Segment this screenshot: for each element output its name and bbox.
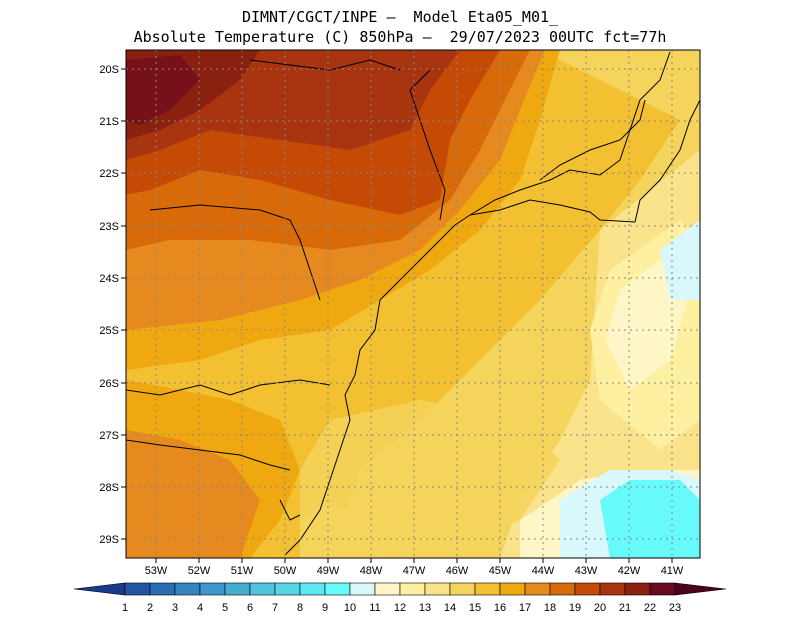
colorbar-swatch bbox=[674, 582, 727, 596]
lat-label: 29S bbox=[99, 534, 119, 546]
colorbar-label: 7 bbox=[272, 602, 278, 614]
colorbar-swatch bbox=[524, 582, 551, 596]
colorbar-swatch bbox=[124, 582, 151, 596]
colorbar-label: 10 bbox=[344, 602, 356, 614]
colorbar-swatch bbox=[499, 582, 526, 596]
lat-label: 21S bbox=[99, 116, 119, 128]
colorbar-label: 22 bbox=[644, 602, 656, 614]
colorbar-label: 16 bbox=[494, 602, 506, 614]
colorbar-swatch bbox=[349, 582, 376, 596]
colorbar-swatch bbox=[199, 582, 226, 596]
lat-label: 27S bbox=[99, 430, 119, 442]
colorbar bbox=[73, 582, 727, 596]
colorbar-label: 2 bbox=[147, 602, 153, 614]
lat-label: 26S bbox=[99, 378, 119, 390]
colorbar-swatch bbox=[549, 582, 576, 596]
colorbar-swatch bbox=[274, 582, 301, 596]
lon-label: 46W bbox=[446, 565, 469, 577]
colorbar-label: 19 bbox=[569, 602, 581, 614]
plot-frame bbox=[125, 49, 701, 559]
temperature-field bbox=[126, 50, 700, 558]
axis-ticks bbox=[121, 68, 673, 563]
lon-label: 52W bbox=[188, 565, 211, 577]
lon-label: 42W bbox=[618, 565, 641, 577]
colorbar-labels: 1 2 3 4 5 6 7 8 9 10 11 12 13 14 15 16 17 18 19 20 21 22 23 bbox=[122, 602, 681, 614]
lon-label: 50W bbox=[274, 565, 297, 577]
colorbar-label: 12 bbox=[394, 602, 406, 614]
colorbar-swatch bbox=[224, 582, 251, 596]
colorbar-label: 14 bbox=[444, 602, 456, 614]
colorbar-label: 18 bbox=[544, 602, 556, 614]
colorbar-swatch bbox=[73, 582, 126, 596]
colorbar-swatch bbox=[149, 582, 176, 596]
lon-label: 49W bbox=[317, 565, 340, 577]
map-title-line2: Absolute Temperature (C) 850hPa – 29/07/… bbox=[133, 28, 667, 46]
colorbar-swatch bbox=[399, 582, 426, 596]
coastline-borders bbox=[126, 51, 700, 556]
lat-label: 20S bbox=[99, 64, 119, 76]
colorbar-label: 9 bbox=[322, 602, 328, 614]
colorbar-label: 8 bbox=[297, 602, 303, 614]
colorbar-swatch bbox=[374, 582, 401, 596]
colorbar-label: 5 bbox=[222, 602, 228, 614]
colorbar-swatch bbox=[624, 582, 651, 596]
colorbar-label: 6 bbox=[247, 602, 253, 614]
colorbar-swatch bbox=[249, 582, 276, 596]
lon-label: 48W bbox=[360, 565, 383, 577]
colorbar-swatch bbox=[649, 582, 676, 596]
colorbar-label: 3 bbox=[172, 602, 178, 614]
graticule bbox=[126, 50, 700, 558]
lat-label: 22S bbox=[99, 168, 119, 180]
lon-label: 41W bbox=[661, 565, 684, 577]
colorbar-swatch bbox=[449, 582, 476, 596]
lon-label: 45W bbox=[489, 565, 512, 577]
map-title-line1: DIMNT/CGCT/INPE – Model Eta05_M01_ bbox=[241, 8, 559, 26]
colorbar-swatch bbox=[599, 582, 626, 596]
colorbar-label: 13 bbox=[419, 602, 431, 614]
colorbar-label: 21 bbox=[619, 602, 631, 614]
colorbar-label: 11 bbox=[369, 602, 380, 614]
colorbar-swatch bbox=[574, 582, 601, 596]
lon-label: 51W bbox=[231, 565, 254, 577]
lat-label: 23S bbox=[99, 221, 119, 233]
lat-label: 24S bbox=[99, 273, 119, 285]
lon-label: 43W bbox=[575, 565, 598, 577]
colorbar-label: 4 bbox=[197, 602, 203, 614]
colorbar-label: 23 bbox=[669, 602, 681, 614]
lon-label: 53W bbox=[145, 565, 168, 577]
lat-label: 25S bbox=[99, 325, 119, 337]
colorbar-swatch bbox=[174, 582, 201, 596]
lat-label: 28S bbox=[99, 482, 119, 494]
colorbar-swatch bbox=[324, 582, 351, 596]
colorbar-label: 17 bbox=[519, 602, 531, 614]
colorbar-swatch bbox=[299, 582, 326, 596]
colorbar-swatch bbox=[424, 582, 451, 596]
colorbar-swatch bbox=[474, 582, 501, 596]
lon-label: 47W bbox=[403, 565, 426, 577]
colorbar-label: 15 bbox=[469, 602, 481, 614]
colorbar-label: 20 bbox=[594, 602, 606, 614]
colorbar-label: 1 bbox=[122, 602, 128, 614]
lon-label: 44W bbox=[532, 565, 555, 577]
